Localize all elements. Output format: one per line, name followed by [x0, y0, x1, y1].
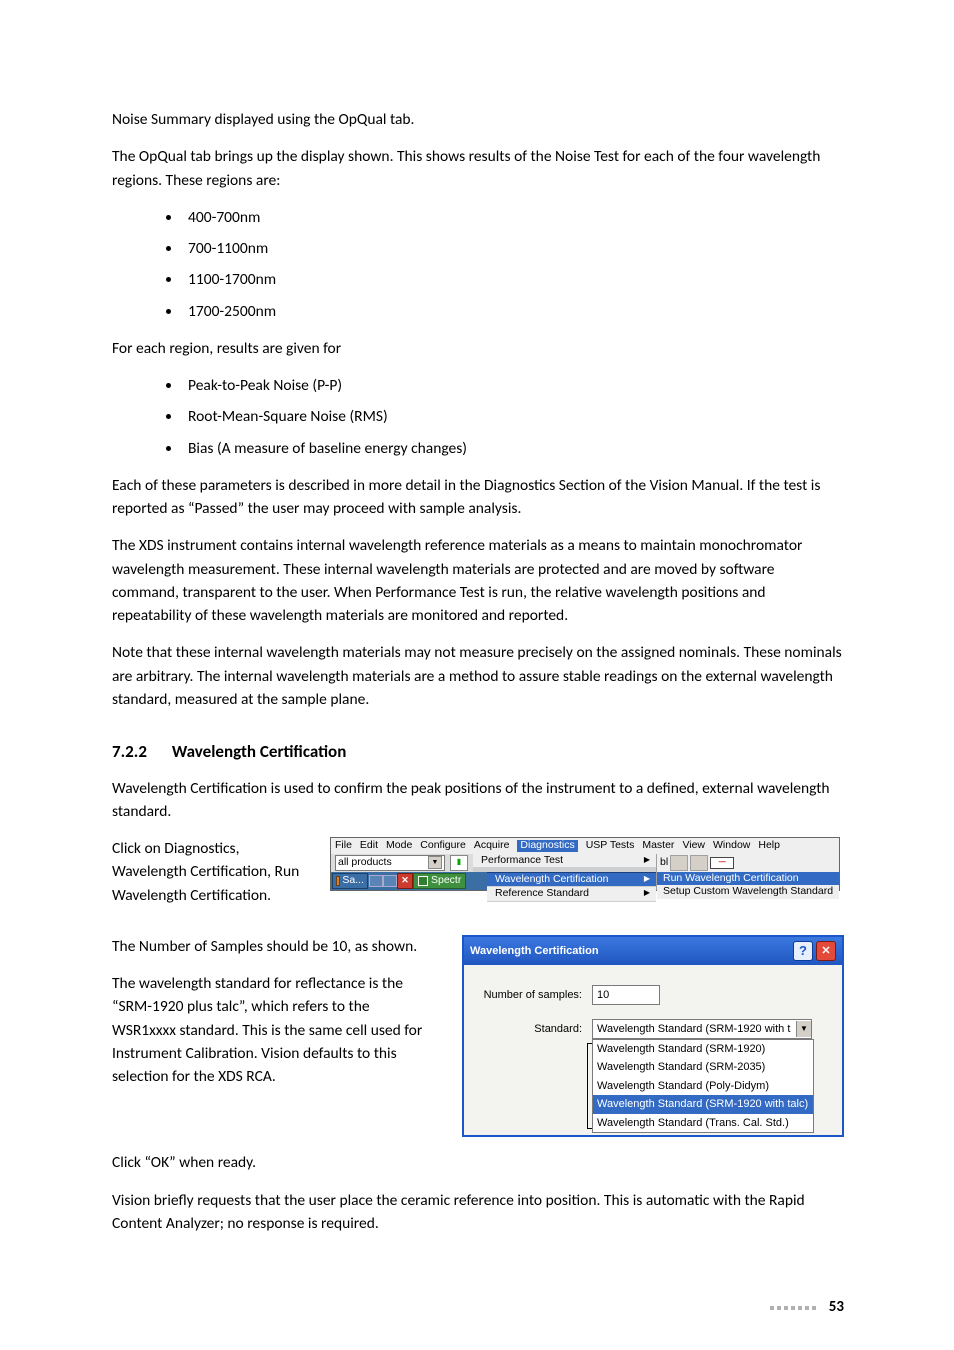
- product-combo[interactable]: all products ▼: [335, 855, 445, 871]
- standard-label: Standard:: [472, 1019, 582, 1038]
- submenu-wavelength-cert[interactable]: Wavelength Certification ▶: [487, 872, 656, 888]
- dock-sa-label: Sa...: [342, 875, 364, 887]
- standard-selected-value: Wavelength Standard (SRM-1920 with t: [597, 1021, 790, 1038]
- para-wcert-intro: Wavelength Certification is used to conf…: [112, 777, 844, 824]
- num-samples-input[interactable]: 10: [592, 985, 660, 1005]
- list-item: Peak-to-Peak Noise (P-P): [182, 374, 844, 397]
- arrow-right-icon: ▶: [644, 856, 650, 865]
- submenu-label: Performance Test: [481, 855, 563, 867]
- list-item: Root-Mean-Square Noise (RMS): [182, 405, 844, 428]
- list-metrics: Peak-to-Peak Noise (P-P) Root-Mean-Squar…: [112, 374, 844, 460]
- page-number: 53: [829, 1296, 844, 1319]
- submenu-label: Reference Standard: [495, 888, 589, 900]
- list-regions: 400-700nm 700-1100nm 1100-1700nm 1700-25…: [112, 206, 844, 323]
- standard-select[interactable]: Wavelength Standard (SRM-1920 with t ▼: [592, 1019, 812, 1039]
- toolbar-icon[interactable]: [670, 855, 688, 871]
- list-item: 1100-1700nm: [182, 268, 844, 291]
- menu-window[interactable]: Window: [713, 840, 750, 852]
- dialog-title-text: Wavelength Certification: [470, 943, 599, 960]
- menu-help[interactable]: Help: [758, 840, 780, 852]
- bl-label: bl: [660, 857, 668, 869]
- check-icon: [418, 876, 428, 886]
- para-click-ok: Click “OK” when ready.: [112, 1151, 844, 1174]
- right-toolbar-row: bl —: [657, 854, 839, 872]
- arrow-right-icon: ▶: [644, 875, 650, 884]
- heading-number: 7.2.2: [112, 739, 168, 765]
- para-num-samples: The Number of Samples should be 10, as s…: [112, 935, 434, 958]
- submenu-ref-standard[interactable]: Reference Standard ▶: [487, 887, 656, 902]
- heading-text: Wavelength Certification: [172, 741, 346, 762]
- submenu-performance-test[interactable]: Performance Test ▶: [473, 854, 656, 869]
- para-noise-summary: Noise Summary displayed using the OpQual…: [112, 108, 844, 131]
- para-nominals: Note that these internal wavelength mate…: [112, 641, 844, 711]
- para-internal-ref: The XDS instrument contains internal wav…: [112, 534, 844, 627]
- num-samples-label: Number of samples:: [472, 985, 582, 1004]
- menu-acquire[interactable]: Acquire: [474, 840, 510, 852]
- help-icon[interactable]: ?: [793, 941, 813, 961]
- menu-file[interactable]: File: [335, 840, 352, 852]
- footer-dots-icon: [770, 1298, 819, 1318]
- menu-diagnostics[interactable]: Diagnostics: [517, 840, 577, 852]
- menu-view[interactable]: View: [682, 840, 705, 852]
- toolbar-icon[interactable]: [690, 855, 708, 871]
- combo-value: all products: [338, 857, 392, 869]
- dock-spectr-label: Spectr: [431, 875, 461, 887]
- close-icon[interactable]: ✕: [397, 873, 413, 889]
- menu-mode[interactable]: Mode: [386, 840, 412, 852]
- dock-sa-button[interactable]: Sa...: [332, 873, 368, 889]
- minimize-icon[interactable]: [369, 875, 383, 887]
- option-polydidym[interactable]: Wavelength Standard (Poly-Didym): [593, 1077, 813, 1096]
- list-item: 700-1100nm: [182, 237, 844, 260]
- menu-edit[interactable]: Edit: [360, 840, 378, 852]
- page-footer: 53: [770, 1296, 844, 1319]
- file-icon: [336, 876, 340, 886]
- dialog-titlebar: Wavelength Certification ? ✕: [464, 937, 842, 965]
- heading-wavelength-cert: 7.2.2 Wavelength Certification: [112, 739, 844, 765]
- para-results-intro: For each region, results are given for: [112, 337, 844, 360]
- menu-usp-tests[interactable]: USP Tests: [586, 840, 635, 852]
- chevron-down-icon[interactable]: ▼: [428, 856, 442, 869]
- submenu-setup-custom[interactable]: Setup Custom Wavelength Standard: [657, 885, 839, 899]
- menu-configure[interactable]: Configure: [420, 840, 466, 852]
- toolbar-new-icon[interactable]: ▮: [450, 855, 468, 871]
- para-opqual-intro: The OpQual tab brings up the display sho…: [112, 145, 844, 192]
- submenu-label: Wavelength Certification: [495, 874, 608, 886]
- option-srm2035[interactable]: Wavelength Standard (SRM-2035): [593, 1058, 813, 1077]
- menu-master[interactable]: Master: [642, 840, 674, 852]
- app-menubar: File Edit Mode Configure Acquire Diagnos…: [331, 838, 839, 854]
- list-item: 1700-2500nm: [182, 300, 844, 323]
- para-srm1920: The wavelength standard for reflectance …: [112, 972, 434, 1088]
- arrow-right-icon: ▶: [644, 889, 650, 898]
- close-icon[interactable]: ✕: [816, 941, 836, 961]
- list-item: Bias (A measure of baseline energy chang…: [182, 437, 844, 460]
- para-click-diag: Click on Diagnostics, Wavelength Certifi…: [112, 837, 302, 907]
- restore-icon[interactable]: [383, 875, 397, 887]
- submenu-run-wcert[interactable]: Run Wavelength Certification: [657, 872, 839, 886]
- para-diag-section: Each of these parameters is described in…: [112, 474, 844, 521]
- toolbar-red-icon[interactable]: —: [710, 857, 734, 869]
- standard-options-list[interactable]: Wavelength Standard (SRM-1920) Wavelengt…: [592, 1039, 814, 1134]
- option-trans-cal[interactable]: Wavelength Standard (Trans. Cal. Std.): [593, 1114, 813, 1133]
- menu-screenshot: File Edit Mode Configure Acquire Diagnos…: [330, 837, 840, 921]
- dialog-screenshot: Wavelength Certification ? ✕ Number of s…: [462, 935, 844, 1138]
- chevron-down-icon[interactable]: ▼: [796, 1021, 811, 1037]
- para-ceramic-ref: Vision briefly requests that the user pl…: [112, 1189, 844, 1236]
- dock-spectr-button[interactable]: Spectr: [413, 873, 466, 889]
- option-srm1920[interactable]: Wavelength Standard (SRM-1920): [593, 1040, 813, 1059]
- list-item: 400-700nm: [182, 206, 844, 229]
- option-srm1920-talc[interactable]: Wavelength Standard (SRM-1920 with talc): [593, 1095, 813, 1114]
